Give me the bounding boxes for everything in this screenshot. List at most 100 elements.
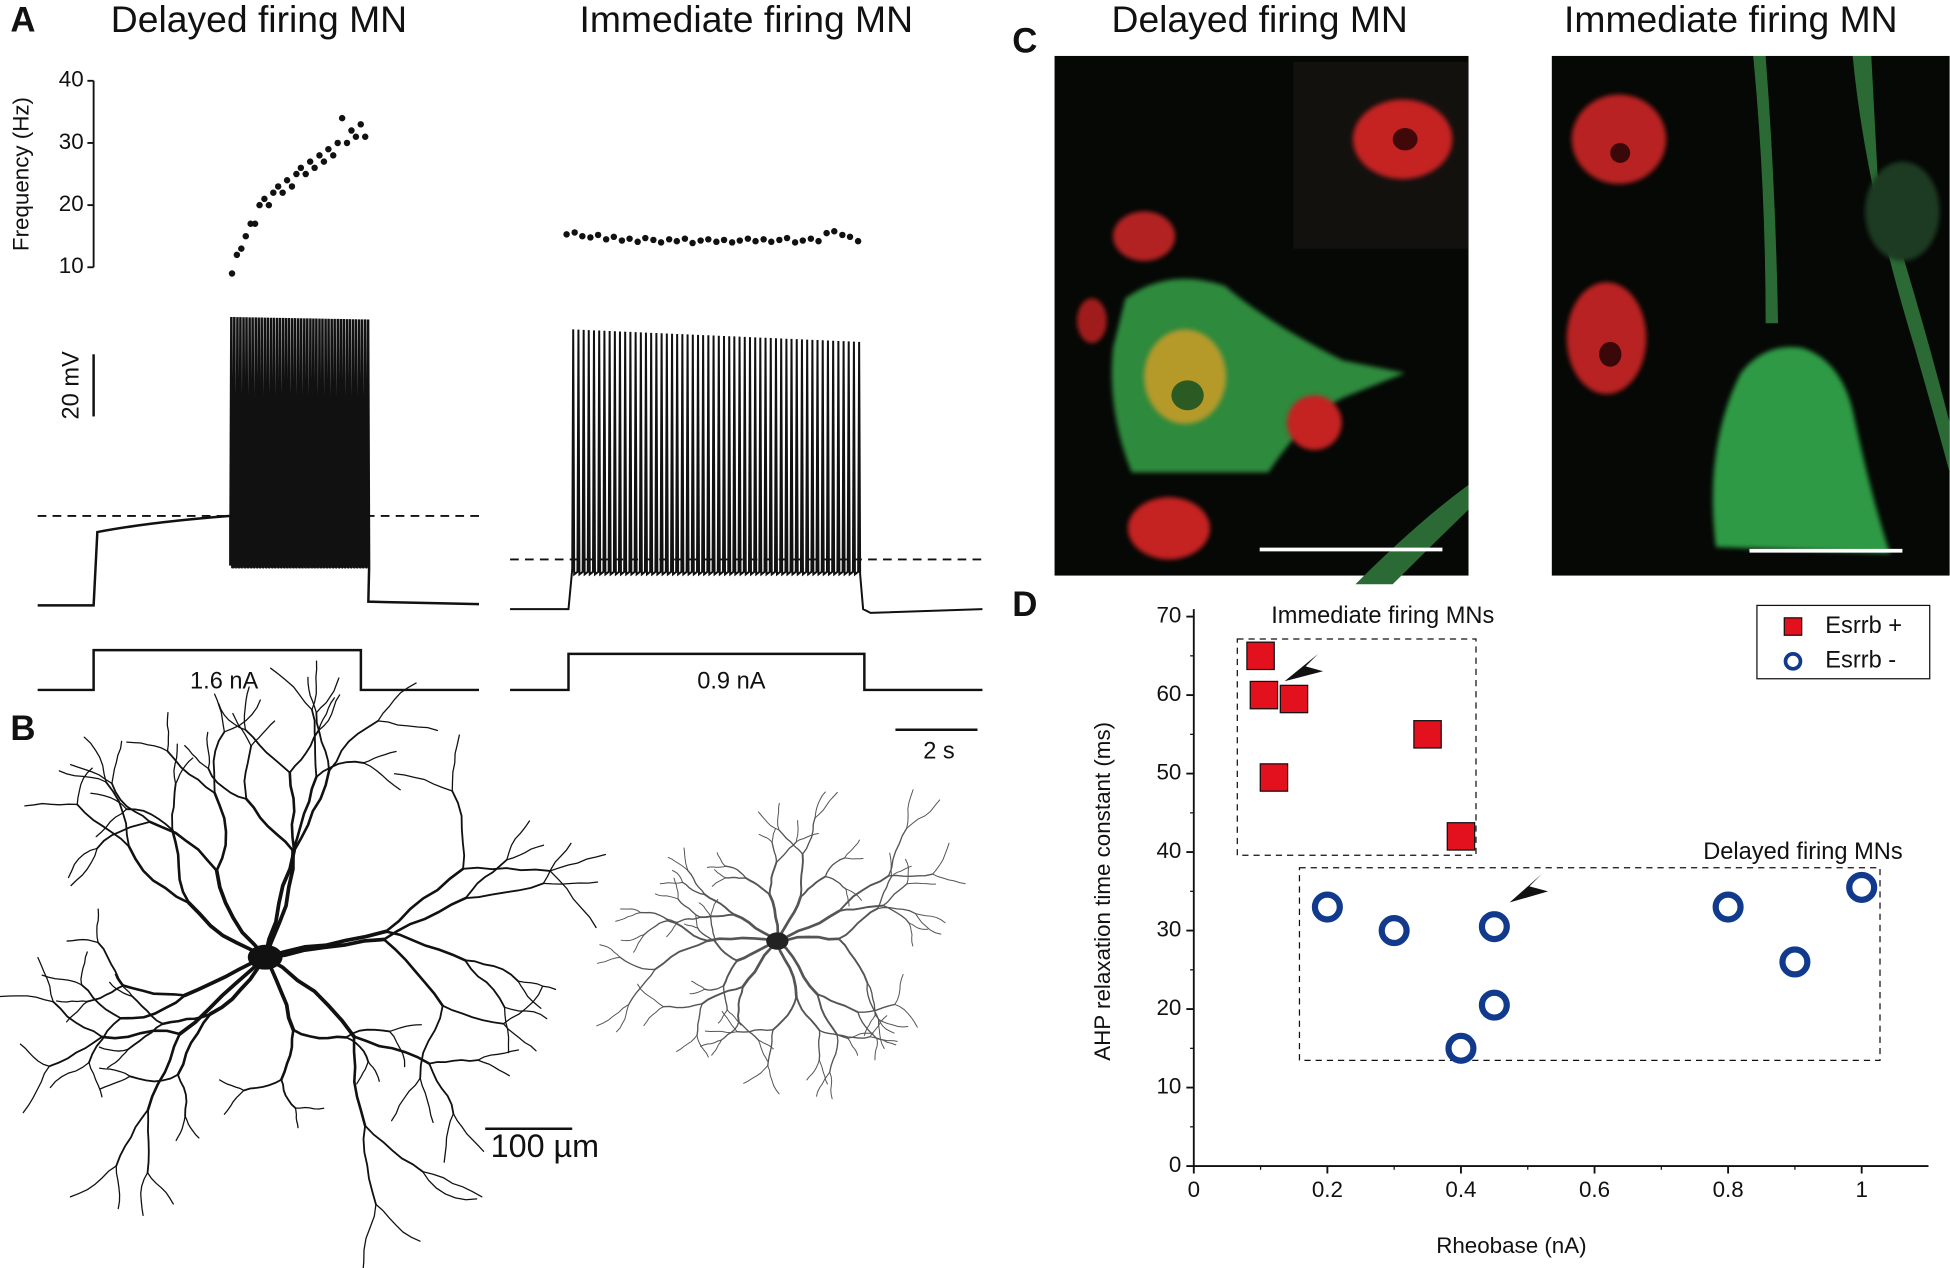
point [1259, 763, 1289, 792]
panel-title: Immediate firing MN [1564, 0, 1898, 40]
dendrite [847, 1037, 859, 1056]
dendrite [66, 1000, 89, 1023]
dendrite [502, 1023, 537, 1052]
dendrite [824, 875, 847, 890]
point [348, 127, 355, 134]
dendrite [171, 828, 191, 905]
dendrite [175, 1115, 186, 1142]
dendrite [345, 1036, 370, 1063]
stimulus-trace [37, 648, 479, 692]
dendrite [464, 858, 508, 899]
dendrite [894, 973, 904, 1005]
dendrite [95, 808, 128, 838]
dendrite [166, 712, 170, 752]
dendrite [887, 827, 908, 877]
dendrite [758, 833, 773, 844]
dendrite [317, 697, 336, 732]
dendrite [876, 876, 893, 910]
dendrite [352, 1035, 367, 1128]
dendrite [775, 939, 798, 999]
dendrite [263, 848, 295, 960]
dendrite [725, 865, 747, 879]
point [673, 237, 681, 245]
dendrite [280, 1078, 297, 1110]
point [343, 139, 351, 147]
dendrite [683, 847, 689, 872]
point [594, 231, 602, 239]
dendrite [818, 1059, 828, 1085]
dendrite [111, 740, 123, 785]
dendrite [362, 1203, 377, 1268]
dendrite [814, 791, 826, 819]
dendrite [829, 1071, 833, 1100]
y-tick-label: 10 [1156, 1073, 1181, 1098]
point [728, 239, 736, 246]
legend-label: Esrrb + [1825, 613, 1902, 639]
point [689, 239, 696, 247]
dendrite [689, 988, 706, 995]
dendrite [709, 916, 716, 942]
dendrite [666, 921, 678, 938]
dendrite [696, 1003, 703, 1036]
dendrite [107, 1048, 129, 1069]
panel-label: B [10, 709, 35, 748]
point [650, 236, 657, 244]
soma [247, 944, 283, 970]
x-axis-label: Rheobase (nA) [1436, 1233, 1586, 1258]
point [1311, 891, 1343, 923]
dendrite [757, 811, 780, 831]
point [571, 229, 578, 236]
dendrite [96, 908, 100, 944]
dendrite [615, 1004, 630, 1033]
dendrite [659, 881, 684, 885]
dendrite [816, 1071, 831, 1097]
dendrite [838, 904, 885, 912]
dendrite [98, 1046, 129, 1052]
y-tick-label: 40 [59, 67, 84, 92]
dendrite [352, 1035, 431, 1065]
dendrite [280, 1028, 295, 1081]
dendrite [818, 1029, 821, 1061]
dendrite [49, 1061, 90, 1089]
dendrite [857, 1003, 896, 1013]
panel-label: C [1012, 22, 1037, 61]
dendrite [890, 865, 912, 878]
voltage-scale: 20 mV [59, 351, 85, 419]
dendrite [724, 876, 747, 879]
dendrite [129, 1073, 179, 1083]
dendrite [717, 1009, 728, 1024]
point [228, 270, 236, 277]
dendrite [874, 1038, 878, 1061]
dendrite [441, 1004, 505, 1025]
point [325, 145, 332, 153]
dendrite [76, 767, 93, 806]
dendrite [908, 922, 929, 930]
dendrite [889, 852, 892, 878]
dendrite [109, 981, 133, 997]
arrowhead [1284, 653, 1324, 682]
dendrite [213, 693, 226, 733]
dendrite [703, 985, 725, 991]
point [744, 235, 752, 242]
dendrite [699, 913, 736, 919]
dendrite [22, 1065, 50, 1114]
arrowhead [1509, 873, 1549, 903]
y-axis-label: AHP relaxation time constant (ms) [1090, 722, 1115, 1061]
dendrite [356, 1060, 369, 1085]
dendrite [362, 1124, 377, 1206]
dendrite [654, 939, 709, 971]
dendrite [146, 1172, 174, 1205]
dendrite [866, 982, 876, 1016]
dendrite [667, 919, 709, 942]
dendrite [778, 829, 804, 855]
dendrite [288, 771, 296, 852]
dendrite [814, 791, 838, 819]
point [626, 235, 633, 242]
dendrite [844, 857, 864, 860]
dendrite [382, 938, 444, 1008]
dendrite [863, 1014, 876, 1037]
point [1249, 680, 1279, 710]
point [288, 183, 296, 190]
voltage-trace [37, 316, 480, 607]
dendrite [695, 914, 699, 929]
